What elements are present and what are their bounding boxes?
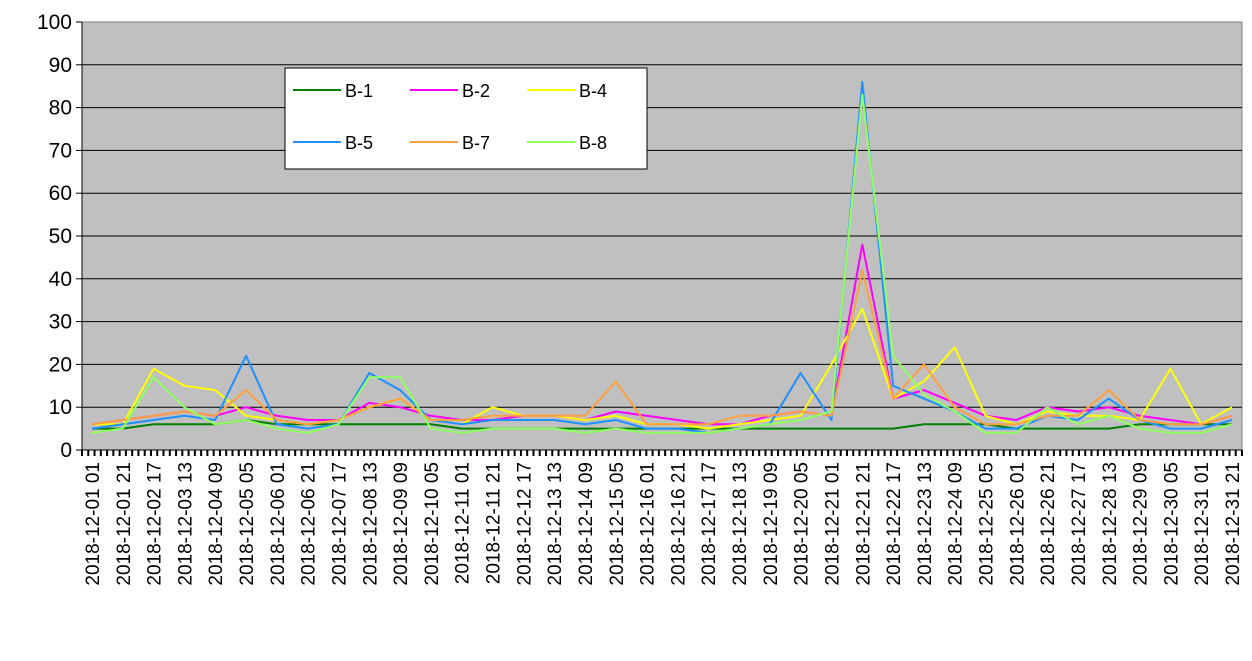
series-line-b-2 bbox=[91, 243, 1233, 426]
x-tick-label: 2018-12-23 13 bbox=[915, 462, 936, 586]
x-tick-label: 2018-12-07 17 bbox=[329, 462, 350, 586]
x-tick-label: 2018-12-11 01 bbox=[453, 462, 474, 584]
legend-label-b-2: B-2 bbox=[462, 81, 490, 101]
x-tick-label: 2018-12-17 17 bbox=[699, 462, 720, 586]
x-tick-label: 2018-12-16 21 bbox=[668, 462, 689, 586]
y-tick-label: 0 bbox=[60, 439, 72, 462]
x-tick-label: 2018-12-15 05 bbox=[607, 462, 628, 586]
x-tick-label: 2018-12-21 21 bbox=[853, 462, 874, 586]
x-tick-label: 2018-12-11 21 bbox=[484, 462, 505, 584]
y-tick-label: 50 bbox=[49, 225, 72, 248]
x-tick-label: 2018-12-06 01 bbox=[268, 462, 289, 586]
x-tick-label: 2018-12-22 17 bbox=[884, 462, 905, 586]
y-tick-label: 40 bbox=[49, 268, 72, 291]
y-tick-label: 30 bbox=[49, 311, 72, 334]
legend-label-b-7: B-7 bbox=[462, 133, 490, 153]
x-tick-label: 2018-12-19 09 bbox=[761, 462, 782, 586]
x-tick-label: 2018-12-14 09 bbox=[576, 462, 597, 586]
y-tick-label: 10 bbox=[49, 396, 72, 419]
x-tick-label: 2018-12-24 09 bbox=[946, 462, 967, 586]
x-tick-label: 2018-12-16 01 bbox=[638, 462, 659, 586]
x-tick-label: 2018-12-08 13 bbox=[360, 462, 381, 586]
x-tick-label: 2018-12-31 21 bbox=[1223, 462, 1244, 586]
x-tick-label: 2018-12-06 21 bbox=[299, 462, 320, 586]
y-tick-label: 70 bbox=[49, 139, 72, 162]
x-tick-label: 2018-12-12 17 bbox=[514, 462, 535, 586]
legend: B-1 B-2 B-4 B-5 B-7 B-8 bbox=[284, 67, 648, 170]
x-tick-label: 2018-12-13 13 bbox=[545, 462, 566, 586]
legend-label-b-4: B-4 bbox=[579, 81, 607, 101]
y-tick-label: 60 bbox=[49, 182, 72, 205]
x-tick-label: 2018-12-27 17 bbox=[1069, 462, 1090, 586]
series-line-b-8 bbox=[91, 93, 1233, 434]
series-lines bbox=[91, 80, 1233, 434]
legend-box bbox=[284, 67, 648, 170]
y-tick-label: 90 bbox=[49, 54, 72, 77]
x-tick-label: 2018-12-30 05 bbox=[1161, 462, 1182, 586]
x-tick-label: 2018-12-26 01 bbox=[1007, 462, 1028, 586]
x-tick-label: 2018-12-28 13 bbox=[1100, 462, 1121, 586]
x-tick-label: 2018-12-31 01 bbox=[1192, 462, 1213, 586]
x-tick-label: 2018-12-03 13 bbox=[175, 462, 196, 586]
y-tick-label: 80 bbox=[49, 97, 72, 120]
x-tick-label: 2018-12-01 21 bbox=[114, 462, 135, 586]
x-tick-label: 2018-12-21 01 bbox=[822, 462, 843, 586]
x-tick-label: 2018-12-10 05 bbox=[422, 462, 443, 586]
legend-label-b-1: B-1 bbox=[345, 81, 373, 101]
x-tick-label: 2018-12-29 09 bbox=[1131, 462, 1152, 586]
x-tick-label: 2018-12-25 05 bbox=[977, 462, 998, 586]
series-line-b-7 bbox=[91, 269, 1233, 426]
x-tick-label: 2018-12-01 01 bbox=[83, 462, 104, 586]
legend-label-b-8: B-8 bbox=[579, 133, 607, 153]
legend-label-b-5: B-5 bbox=[345, 133, 373, 153]
x-tick-label: 2018-12-26 21 bbox=[1038, 462, 1059, 586]
y-tick-label: 20 bbox=[49, 353, 72, 376]
x-tick-label: 2018-12-20 05 bbox=[792, 462, 813, 586]
x-tick-label: 2018-12-04 09 bbox=[206, 462, 227, 586]
x-tick-label: 2018-12-05 05 bbox=[237, 462, 258, 586]
y-tick-label: 100 bbox=[37, 11, 72, 34]
x-tick-label: 2018-12-02 17 bbox=[145, 462, 166, 586]
x-tick-label: 2018-12-18 13 bbox=[730, 462, 751, 586]
x-tick-label: 2018-12-09 09 bbox=[391, 462, 412, 586]
axes: 0 10 20 30 40 50 60 70 80 90 100 2018-12-01 01 2018-… bbox=[37, 11, 1244, 586]
